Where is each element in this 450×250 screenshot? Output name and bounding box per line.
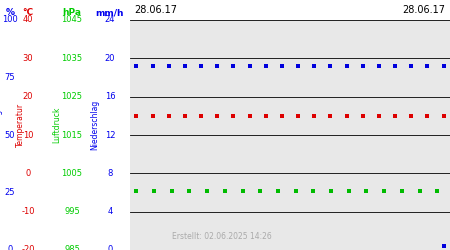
Text: 985: 985 (64, 246, 80, 250)
Point (416, 188, 423, 192)
Text: hPa: hPa (63, 8, 81, 17)
Text: °C: °C (22, 8, 34, 17)
Point (294, 64, 302, 68)
Point (294, 114, 302, 118)
Text: 40: 40 (23, 16, 33, 24)
Point (310, 114, 318, 118)
Point (327, 114, 334, 118)
Point (398, 188, 405, 192)
Text: 16: 16 (105, 92, 115, 101)
Point (149, 64, 156, 68)
Point (150, 188, 158, 192)
Point (424, 114, 431, 118)
Point (408, 64, 415, 68)
Text: 12: 12 (105, 130, 115, 140)
Text: 0: 0 (25, 169, 31, 178)
Point (214, 114, 221, 118)
Point (221, 188, 229, 192)
Point (230, 114, 237, 118)
Text: 8: 8 (107, 169, 112, 178)
Point (440, 114, 447, 118)
Point (392, 64, 399, 68)
Point (246, 114, 253, 118)
Point (440, 64, 447, 68)
Point (434, 188, 441, 192)
Point (363, 188, 370, 192)
Text: 0: 0 (108, 246, 112, 250)
Text: -10: -10 (21, 207, 35, 216)
Point (133, 64, 140, 68)
Text: 1045: 1045 (62, 16, 82, 24)
Point (165, 64, 172, 68)
Point (359, 114, 366, 118)
Point (381, 188, 388, 192)
Text: 24: 24 (105, 16, 115, 24)
Text: 20: 20 (105, 54, 115, 63)
Text: 1015: 1015 (62, 130, 82, 140)
Point (186, 188, 193, 192)
Point (181, 114, 189, 118)
Point (168, 188, 176, 192)
Point (392, 114, 399, 118)
Point (278, 114, 285, 118)
Point (345, 188, 352, 192)
Point (359, 64, 366, 68)
Point (256, 188, 264, 192)
Text: 50: 50 (5, 130, 15, 140)
Point (343, 114, 350, 118)
Point (262, 114, 270, 118)
Point (274, 188, 282, 192)
Point (133, 114, 140, 118)
Text: 1035: 1035 (62, 54, 82, 63)
Text: %: % (5, 8, 14, 17)
Text: 28.06.17: 28.06.17 (402, 5, 446, 15)
Point (310, 188, 317, 192)
Point (375, 64, 382, 68)
Text: Temperatur: Temperatur (15, 103, 24, 147)
Text: -20: -20 (21, 246, 35, 250)
Text: Erstellt: 02.06.2025 14:26: Erstellt: 02.06.2025 14:26 (171, 232, 271, 241)
Point (424, 64, 431, 68)
Point (230, 64, 237, 68)
Point (278, 64, 285, 68)
Text: 25: 25 (5, 188, 15, 197)
Point (133, 188, 140, 192)
Point (165, 114, 172, 118)
Point (292, 188, 299, 192)
Text: Luftfeuchtigkeit: Luftfeuchtigkeit (0, 95, 3, 155)
Point (198, 114, 205, 118)
Point (375, 114, 382, 118)
Text: mm/h: mm/h (96, 8, 124, 17)
Point (408, 114, 415, 118)
Text: Luftdruck: Luftdruck (53, 107, 62, 143)
Point (149, 114, 156, 118)
Text: 28.06.17: 28.06.17 (135, 5, 177, 15)
Point (181, 64, 189, 68)
Text: 20: 20 (23, 92, 33, 101)
Text: 1005: 1005 (62, 169, 82, 178)
Text: 4: 4 (108, 207, 112, 216)
Text: 1025: 1025 (62, 92, 82, 101)
Point (310, 64, 318, 68)
Point (440, 244, 447, 248)
Point (246, 64, 253, 68)
Point (327, 64, 334, 68)
Text: 100: 100 (2, 16, 18, 24)
Point (214, 64, 221, 68)
Point (239, 188, 246, 192)
Point (198, 64, 205, 68)
Text: 0: 0 (7, 246, 13, 250)
Text: Niederschlag: Niederschlag (90, 100, 99, 150)
Point (262, 64, 270, 68)
Text: 75: 75 (4, 73, 15, 82)
Text: 10: 10 (23, 130, 33, 140)
Text: 30: 30 (22, 54, 33, 63)
Point (328, 188, 335, 192)
Text: 995: 995 (64, 207, 80, 216)
Point (203, 188, 211, 192)
Point (343, 64, 350, 68)
